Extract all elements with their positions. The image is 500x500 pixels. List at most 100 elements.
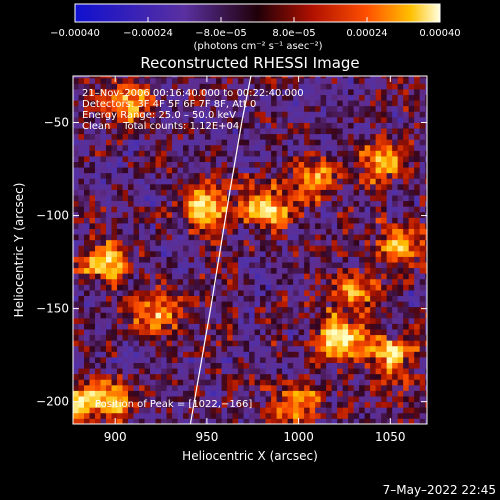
heatmap-cell	[188, 189, 195, 196]
heatmap-cell	[150, 312, 156, 319]
heatmap-cell	[298, 234, 305, 241]
heatmap-cell	[144, 128, 151, 135]
heatmap-cell	[254, 340, 261, 347]
heatmap-cell	[84, 301, 90, 308]
heatmap-cell	[287, 178, 294, 185]
heatmap-cell	[188, 133, 195, 140]
heatmap-cell	[403, 105, 410, 112]
heatmap-cell	[249, 116, 255, 123]
heatmap-cell	[122, 362, 129, 369]
heatmap-cell	[161, 418, 167, 424]
heatmap-cell	[353, 83, 360, 90]
heatmap-cell	[353, 368, 360, 375]
heatmap-cell	[249, 206, 255, 213]
heatmap-cell	[419, 76, 426, 79]
heatmap-cell	[73, 290, 79, 296]
heatmap-cell	[309, 217, 316, 224]
heatmap-cell	[155, 273, 162, 280]
heatmap-cell	[337, 412, 344, 419]
heatmap-cell	[199, 172, 206, 179]
heatmap-cell	[243, 345, 250, 352]
heatmap-cell	[309, 357, 316, 363]
heatmap-cell	[183, 295, 189, 302]
heatmap-cell	[95, 195, 101, 202]
heatmap-cell	[348, 334, 355, 341]
heatmap-cell	[364, 161, 371, 168]
heatmap-cell	[249, 172, 255, 179]
heatmap-cell	[194, 301, 200, 308]
heatmap-cell	[414, 334, 421, 341]
heatmap-cell	[353, 89, 360, 96]
heatmap-cell	[227, 144, 233, 151]
heatmap-cell	[238, 116, 244, 123]
heatmap-cell	[243, 317, 250, 324]
heatmap-cell	[139, 312, 145, 319]
heatmap-cell	[282, 178, 289, 185]
heatmap-cell	[78, 167, 85, 174]
heatmap-cell	[386, 156, 393, 163]
heatmap-cell	[150, 183, 156, 190]
heatmap-cell	[254, 172, 261, 179]
heatmap-cell	[199, 189, 206, 196]
heatmap-cell	[221, 83, 228, 90]
heatmap-cell	[276, 122, 283, 129]
heatmap-cell	[397, 76, 404, 79]
heatmap-cell	[370, 273, 377, 280]
heatmap-cell	[232, 100, 239, 107]
heatmap-cell	[403, 200, 410, 207]
heatmap-cell	[144, 172, 151, 179]
heatmap-cell	[353, 301, 360, 308]
heatmap-cell	[144, 295, 151, 302]
heatmap-cell	[326, 396, 333, 403]
heatmap-cell	[359, 390, 366, 397]
heatmap-cell	[243, 139, 250, 146]
heatmap-cell	[73, 144, 79, 151]
heatmap-cell	[95, 301, 101, 308]
heatmap-cell	[408, 329, 415, 336]
heatmap-cell	[337, 368, 344, 375]
heatmap-cell	[419, 245, 426, 252]
heatmap-cell	[403, 139, 410, 146]
heatmap-cell	[315, 278, 322, 285]
heatmap-cell	[128, 334, 134, 341]
heatmap-cell	[210, 412, 217, 419]
heatmap-cell	[144, 373, 151, 380]
heatmap-cell	[84, 89, 90, 96]
heatmap-cell	[392, 312, 399, 319]
heatmap-cell	[260, 206, 266, 213]
heatmap-cell	[265, 267, 272, 274]
heatmap-cell	[304, 317, 311, 324]
heatmap-cell	[408, 396, 415, 403]
heatmap-cell	[232, 144, 239, 151]
heatmap-cell	[331, 345, 338, 352]
heatmap-cell	[260, 357, 266, 363]
heatmap-cell	[364, 368, 371, 375]
heatmap-cell	[183, 239, 189, 246]
heatmap-cell	[304, 323, 311, 330]
heatmap-cell	[249, 256, 255, 263]
heatmap-cell	[375, 167, 382, 174]
heatmap-cell	[403, 150, 410, 157]
heatmap-cell	[117, 234, 123, 241]
heatmap-cell	[403, 295, 410, 302]
heatmap-cell	[84, 262, 90, 269]
heatmap-cell	[326, 418, 333, 424]
heatmap-cell	[89, 284, 96, 291]
heatmap-cell	[166, 290, 173, 296]
heatmap-cell	[359, 250, 366, 257]
heatmap-cell	[359, 77, 366, 84]
heatmap-cell	[177, 234, 184, 241]
heatmap-cell	[78, 239, 85, 246]
heatmap-cell	[194, 256, 200, 263]
heatmap-cell	[364, 144, 371, 151]
heatmap-cell	[331, 245, 338, 252]
heatmap-cell	[375, 412, 382, 419]
heatmap-cell	[249, 267, 255, 274]
heatmap-cell	[419, 340, 426, 347]
heatmap-cell	[177, 379, 184, 386]
heatmap-cell	[320, 178, 327, 185]
heatmap-cell	[392, 278, 399, 285]
heatmap-cell	[100, 223, 107, 229]
heatmap-cell	[89, 200, 96, 207]
heatmap-cell	[166, 128, 173, 135]
